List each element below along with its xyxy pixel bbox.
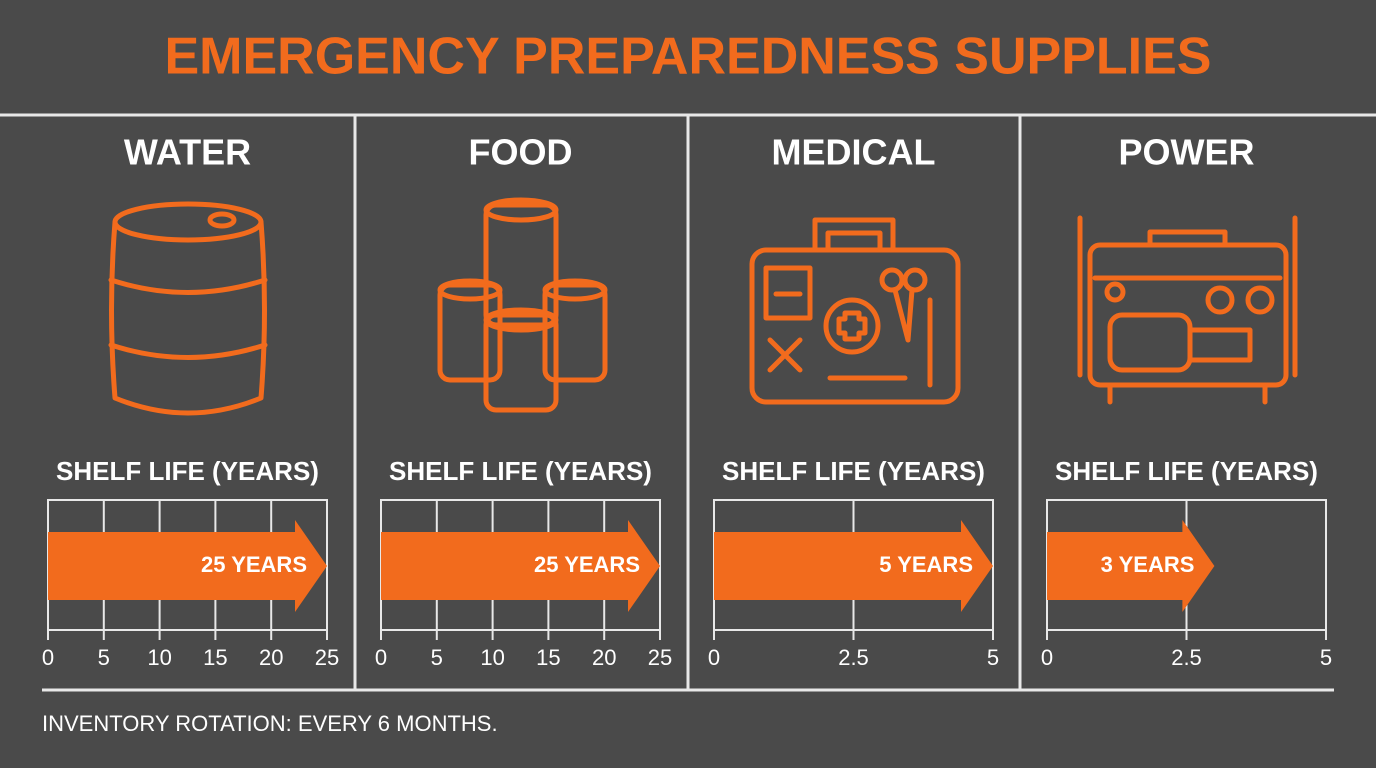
x-tick-label: 25 xyxy=(315,645,339,670)
value-label: 25 YEARS xyxy=(534,552,640,577)
panel-subtitle: SHELF LIFE (YEARS) xyxy=(56,456,319,486)
value-label: 3 YEARS xyxy=(1101,552,1195,577)
x-tick-label: 20 xyxy=(259,645,283,670)
x-tick-label: 2.5 xyxy=(838,645,869,670)
x-tick-label: 20 xyxy=(592,645,616,670)
panel-title: MEDICAL xyxy=(772,132,936,173)
x-tick-label: 15 xyxy=(203,645,227,670)
bar xyxy=(48,520,327,612)
value-label: 25 YEARS xyxy=(201,552,307,577)
medkit-icon xyxy=(749,217,961,405)
bar xyxy=(381,520,660,612)
panel-subtitle: SHELF LIFE (YEARS) xyxy=(389,456,652,486)
x-tick-label: 15 xyxy=(536,645,560,670)
panel-title: WATER xyxy=(124,132,251,173)
x-tick-label: 10 xyxy=(480,645,504,670)
bar xyxy=(714,520,993,612)
value-label: 5 YEARS xyxy=(879,552,973,577)
bar xyxy=(1047,520,1215,612)
barrel-icon xyxy=(108,201,268,416)
panel-title: POWER xyxy=(1118,132,1254,173)
x-tick-label: 25 xyxy=(648,645,672,670)
panel-subtitle: SHELF LIFE (YEARS) xyxy=(1055,456,1318,486)
footer-note: INVENTORY ROTATION: EVERY 6 MONTHS. xyxy=(42,711,498,736)
x-tick-label: 0 xyxy=(42,645,54,670)
x-tick-label: 2.5 xyxy=(1171,645,1202,670)
panel-title: FOOD xyxy=(469,132,573,173)
x-tick-label: 5 xyxy=(431,645,443,670)
x-tick-label: 0 xyxy=(1041,645,1053,670)
x-tick-label: 5 xyxy=(1320,645,1332,670)
x-tick-label: 10 xyxy=(147,645,171,670)
x-tick-label: 5 xyxy=(987,645,999,670)
page-title: EMERGENCY PREPAREDNESS SUPPLIES xyxy=(165,28,1212,86)
x-tick-label: 5 xyxy=(98,645,110,670)
panel-subtitle: SHELF LIFE (YEARS) xyxy=(722,456,985,486)
x-tick-label: 0 xyxy=(375,645,387,670)
x-tick-label: 0 xyxy=(708,645,720,670)
generator-icon xyxy=(1077,215,1298,405)
cans-icon xyxy=(437,197,608,413)
